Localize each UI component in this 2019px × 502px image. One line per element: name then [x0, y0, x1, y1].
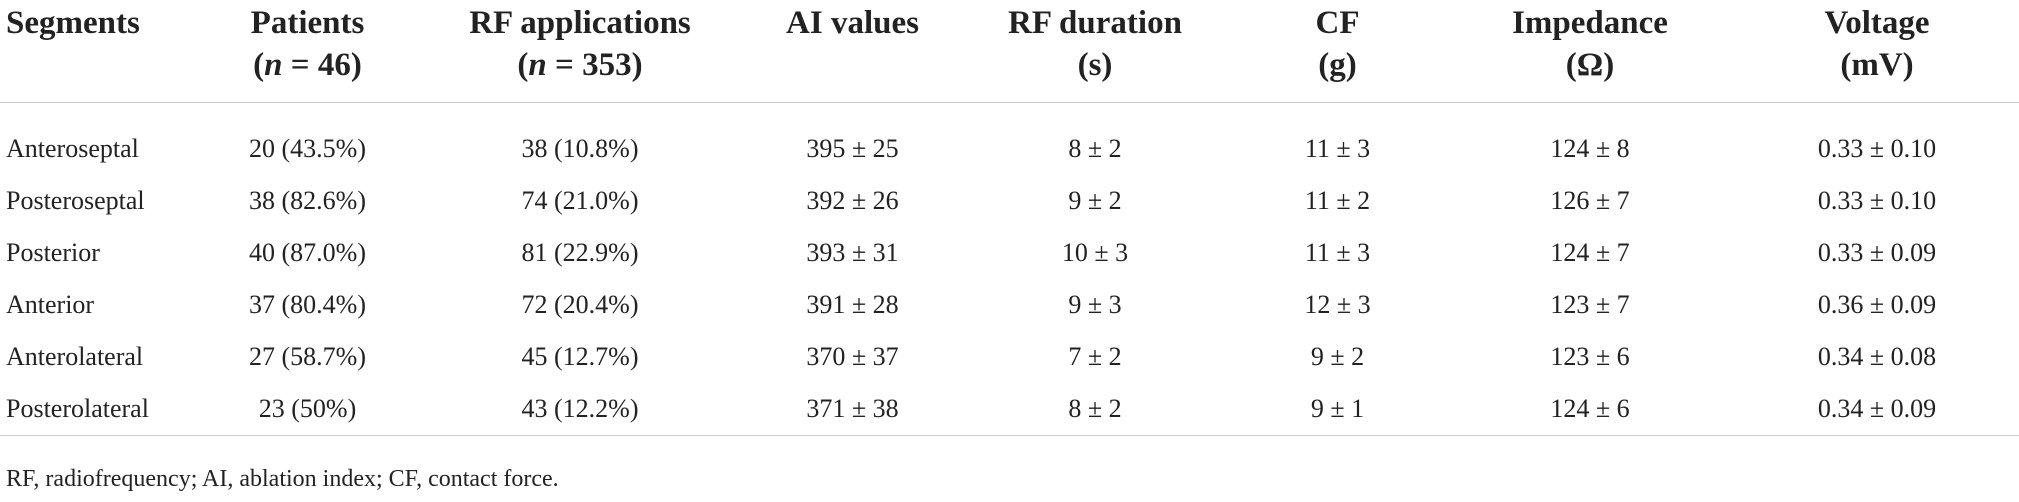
- header-voltage: Voltage (mV): [1735, 0, 2019, 103]
- header-voltage-unit: (mV): [1840, 47, 1914, 83]
- header-rf-applications: RF applications (n = 353): [415, 0, 745, 103]
- header-cf: CF (g): [1230, 0, 1445, 103]
- table-row: Anterolateral 27 (58.7%) 45 (12.7%) 370 …: [0, 331, 2019, 383]
- cell-cf: 12 ± 3: [1304, 290, 1371, 319]
- header-impedance-label: Impedance: [1512, 5, 1668, 41]
- cell-patients: 38 (82.6%): [249, 186, 366, 215]
- header-rf-duration: RF duration (s): [960, 0, 1230, 103]
- header-segments-label: Segments: [6, 5, 140, 41]
- cell-patients: 40 (87.0%): [249, 238, 366, 267]
- cell-impedance: 124 ± 7: [1550, 238, 1630, 267]
- cell-ai-values: 391 ± 28: [806, 290, 899, 319]
- header-impedance: Impedance (Ω): [1445, 0, 1735, 103]
- cell-ai-values: 395 ± 25: [806, 134, 899, 163]
- cell-rf-duration: 7 ± 2: [1068, 342, 1122, 371]
- cell-voltage: 0.36 ± 0.09: [1817, 290, 1937, 319]
- header-patients-n: (n = 46): [253, 47, 362, 83]
- header-rf-duration-unit: (s): [1077, 47, 1113, 83]
- cell-cf: 11 ± 2: [1304, 186, 1371, 215]
- table-row: Anteroseptal 20 (43.5%) 38 (10.8%) 395 ±…: [0, 123, 2019, 175]
- table-header: Segments Patients (n = 46) RF applicatio…: [0, 0, 2019, 103]
- cell-ai-values: 392 ± 26: [806, 186, 899, 215]
- cell-impedance: 123 ± 6: [1550, 342, 1630, 371]
- cell-rf-duration: 9 ± 3: [1068, 290, 1122, 319]
- cell-rf-applications: 81 (22.9%): [521, 238, 639, 267]
- cell-voltage: 0.33 ± 0.10: [1817, 186, 1937, 215]
- cell-impedance: 124 ± 8: [1550, 134, 1630, 163]
- header-cf-unit: (g): [1318, 47, 1357, 83]
- cell-ai-values: 370 ± 37: [806, 342, 899, 371]
- cell-rf-applications: 74 (21.0%): [521, 186, 639, 215]
- header-ai-values: AI values: [745, 0, 960, 103]
- cell-cf: 9 ± 1: [1230, 383, 1445, 436]
- cell-rf-applications: 38 (10.8%): [521, 134, 639, 163]
- table-body: Anteroseptal 20 (43.5%) 38 (10.8%) 395 ±…: [0, 103, 2019, 436]
- cell-rf-applications: 45 (12.7%): [521, 342, 639, 371]
- cell-segment: Anterior: [6, 290, 95, 319]
- cell-rf-applications: 43 (12.2%): [415, 383, 745, 436]
- table-row: Anterior 37 (80.4%) 72 (20.4%) 391 ± 28 …: [0, 279, 2019, 331]
- table-footnote: RF, radiofrequency; AI, ablation index; …: [6, 466, 559, 492]
- cell-ai-values: 393 ± 31: [806, 238, 899, 267]
- header-ai-values-label: AI values: [786, 5, 919, 41]
- cell-impedance: 126 ± 7: [1550, 186, 1630, 215]
- cell-voltage: 0.33 ± 0.09: [1817, 238, 1937, 267]
- header-rf-applications-n: (n = 353): [517, 47, 643, 83]
- spacer-row: [0, 103, 2019, 124]
- header-impedance-unit: (Ω): [1565, 47, 1615, 83]
- cell-voltage: 0.33 ± 0.10: [1817, 134, 1937, 163]
- cell-segment: Posterior: [6, 238, 100, 267]
- table-row: Posteroseptal 38 (82.6%) 74 (21.0%) 392 …: [0, 175, 2019, 227]
- segments-table: Segments Patients (n = 46) RF applicatio…: [0, 0, 2019, 436]
- cell-rf-duration: 9 ± 2: [1068, 186, 1122, 215]
- cell-impedance: 123 ± 7: [1550, 290, 1630, 319]
- cell-segment: Anterolateral: [6, 342, 144, 371]
- cell-segment: Anteroseptal: [6, 134, 139, 163]
- cell-rf-duration: 10 ± 3: [1061, 238, 1129, 267]
- cell-rf-duration: 8 ± 2: [960, 383, 1230, 436]
- cell-rf-duration: 8 ± 2: [1068, 134, 1122, 163]
- header-cf-label: CF: [1315, 5, 1360, 41]
- cell-patients: 20 (43.5%): [249, 134, 366, 163]
- cell-cf: 11 ± 3: [1304, 238, 1371, 267]
- cell-voltage: 0.34 ± 0.08: [1817, 342, 1937, 371]
- cell-patients: 37 (80.4%): [249, 290, 366, 319]
- cell-voltage: 0.34 ± 0.09: [1735, 383, 2019, 436]
- cell-segment: Posteroseptal: [6, 186, 145, 215]
- header-patients-label: Patients: [250, 5, 365, 41]
- cell-patients: 27 (58.7%): [249, 342, 366, 371]
- header-segments: Segments: [0, 0, 200, 103]
- table-row: Posterior 40 (87.0%) 81 (22.9%) 393 ± 31…: [0, 227, 2019, 279]
- cell-cf: 9 ± 2: [1310, 342, 1365, 371]
- header-row: Segments Patients (n = 46) RF applicatio…: [0, 0, 2019, 103]
- table-row: Posterolateral 23 (50%) 43 (12.2%) 371 ±…: [0, 383, 2019, 436]
- cell-impedance: 124 ± 6: [1445, 383, 1735, 436]
- header-rf-applications-label: RF applications: [469, 5, 691, 41]
- cell-cf: 11 ± 3: [1304, 134, 1371, 163]
- cell-patients: 23 (50%): [200, 383, 415, 436]
- cell-segment: Posterolateral: [0, 383, 200, 436]
- header-patients: Patients (n = 46): [200, 0, 415, 103]
- header-rf-duration-label: RF duration: [1008, 5, 1182, 41]
- header-voltage-label: Voltage: [1824, 5, 1930, 41]
- cell-rf-applications: 72 (20.4%): [521, 290, 639, 319]
- cell-ai-values: 371 ± 38: [745, 383, 960, 436]
